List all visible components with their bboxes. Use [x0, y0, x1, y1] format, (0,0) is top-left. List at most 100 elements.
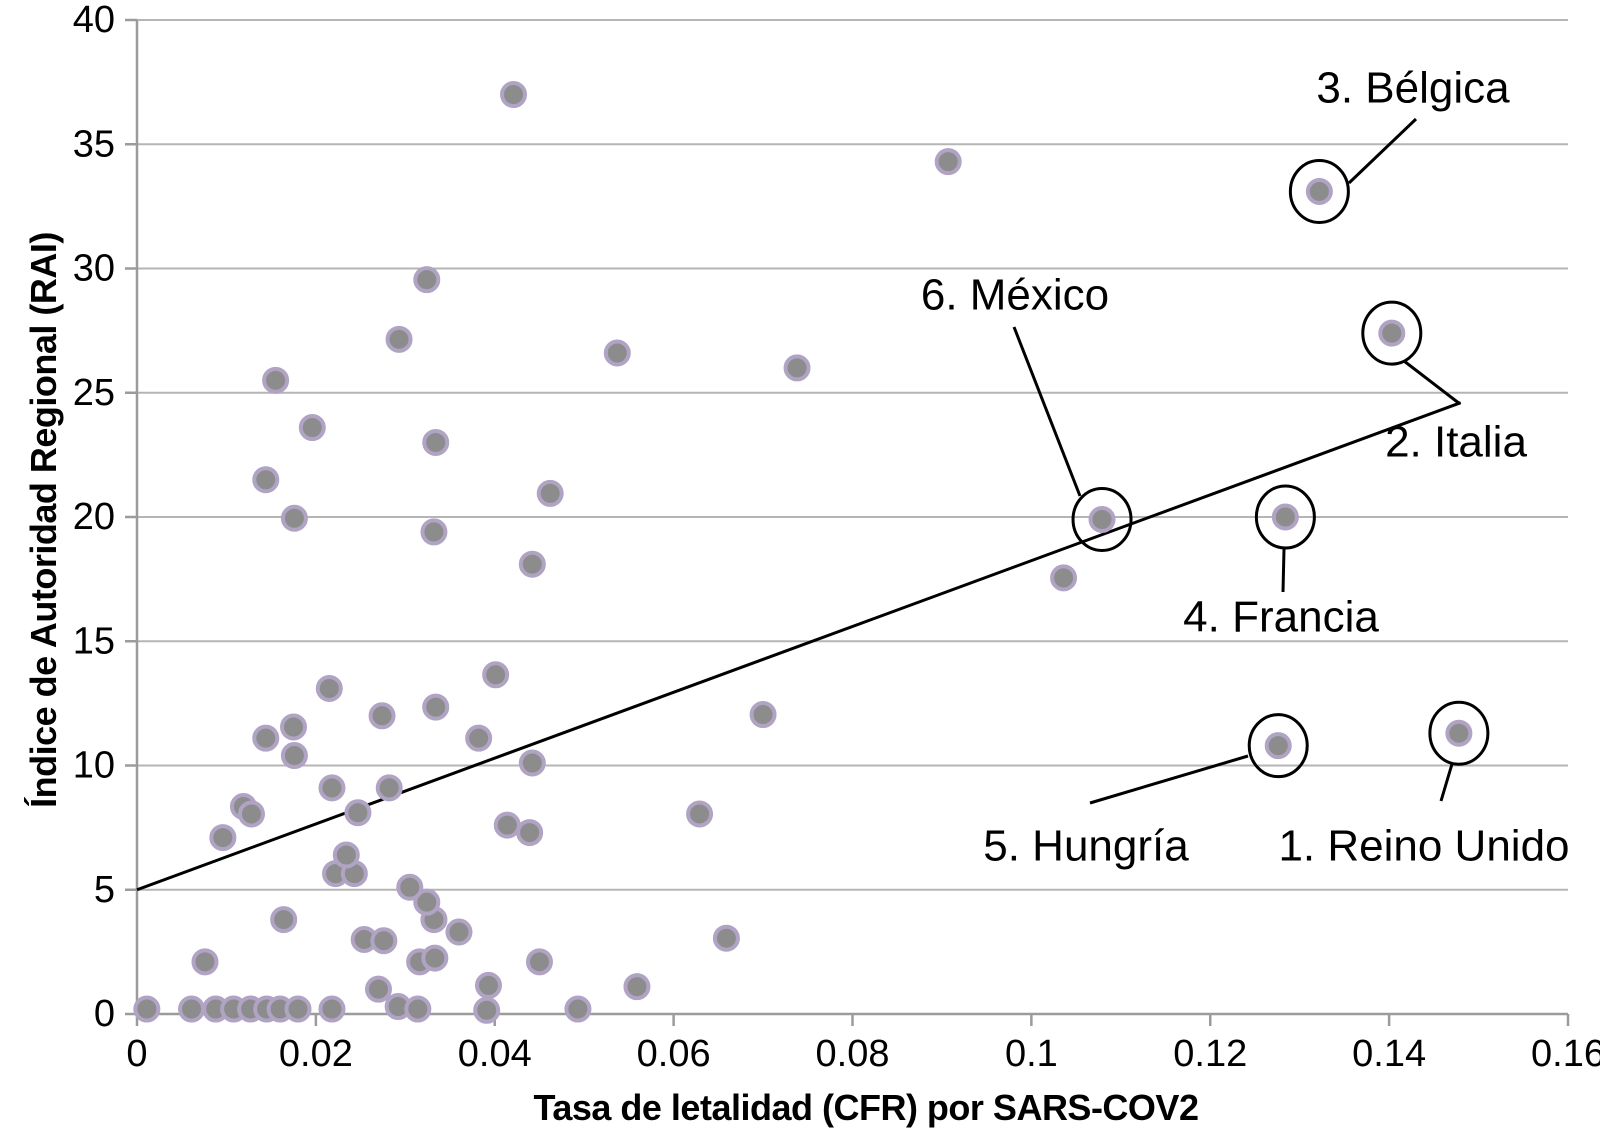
data-point-63 — [934, 148, 962, 176]
callout-label-belgica: 3. Bélgica — [1316, 64, 1510, 113]
data-point-33 — [516, 819, 544, 847]
data-point-11 — [473, 996, 501, 1024]
y-tick-label-5: 5 — [94, 869, 115, 911]
data-point-0 — [133, 995, 161, 1023]
x-axis-title: Tasa de letalidad (CFR) por SARS-COV2 — [533, 1087, 1199, 1128]
x-tick-label-0: 0 — [126, 1033, 147, 1075]
data-point-61 — [385, 325, 413, 353]
x-tick-label-0.08: 0.08 — [816, 1033, 890, 1075]
data-point-18 — [421, 944, 449, 972]
callout-label-reino-unido: 1. Reino Unido — [1278, 822, 1569, 871]
data-point-19 — [525, 948, 553, 976]
y-tick-label-40: 40 — [73, 0, 115, 41]
data-point-39 — [375, 774, 403, 802]
y-axis-title: Índice de Autoridad Regional (RAI) — [23, 232, 64, 808]
data-point-45 — [368, 702, 396, 730]
data-point-13 — [364, 975, 392, 1003]
y-tick-label-10: 10 — [73, 745, 115, 787]
data-point-55 — [252, 466, 280, 494]
data-point-mexico — [1088, 505, 1116, 533]
data-point-22 — [270, 906, 298, 934]
y-tick-label-25: 25 — [73, 372, 115, 414]
annotations: 1. Reino Unido 2. Italia 3. Bélgica 4. Fran… — [921, 64, 1570, 871]
data-point-40 — [280, 742, 308, 770]
x-tick-label-0.06: 0.06 — [637, 1033, 711, 1075]
x-tick-label-0.04: 0.04 — [458, 1033, 532, 1075]
callout-label-italia: 2. Italia — [1385, 418, 1527, 467]
data-point-7 — [284, 995, 312, 1023]
data-point-50 — [1050, 564, 1078, 592]
leader-line-reino-unido — [1439, 763, 1454, 802]
data-point-46 — [422, 693, 450, 721]
callout-label-francia: 4. Francia — [1183, 593, 1379, 642]
highlight-circle-italia — [1361, 300, 1423, 366]
trend-line — [136, 401, 1462, 892]
x-tick-label-0.14: 0.14 — [1352, 1033, 1426, 1075]
y-tick-label-15: 15 — [73, 620, 115, 662]
y-tick-label-0: 0 — [94, 993, 115, 1035]
highlight-circle-mexico — [1071, 486, 1133, 552]
data-point-reino-unido — [1445, 719, 1473, 747]
highlight-circle-belgica — [1288, 158, 1350, 224]
x-tick-label-0.1: 0.1 — [1005, 1033, 1058, 1075]
callout-label-hungria: 5. Hungría — [983, 822, 1189, 871]
y-tick-label-35: 35 — [73, 123, 115, 165]
data-point-31 — [209, 824, 237, 852]
data-point-26 — [413, 888, 441, 916]
y-tick-label-20: 20 — [73, 496, 115, 538]
data-point-12 — [564, 995, 592, 1023]
data-point-10 — [404, 995, 432, 1023]
data-point-32 — [493, 811, 521, 839]
highlight-circle-hungria — [1247, 713, 1309, 779]
data-point-49 — [482, 661, 510, 689]
data-point-54 — [536, 479, 564, 507]
axes: 0 5 10 15 20 25 30 35 40 0 0.02 0.04 0.06 0.08 0.1 0.12… — [73, 0, 1600, 1075]
data-point-27 — [396, 873, 424, 901]
data-point-57 — [422, 428, 450, 456]
data-point-16 — [191, 948, 219, 976]
data-point-60 — [783, 354, 811, 382]
data-point-36 — [344, 799, 372, 827]
highlight-circle-reino-unido — [1428, 700, 1490, 766]
leader-line-italia — [1403, 359, 1461, 406]
x-tick-label-0.16: 0.16 — [1531, 1033, 1600, 1075]
data-points — [133, 81, 1078, 1024]
data-point-15 — [623, 973, 651, 1001]
data-point-hungria — [1264, 732, 1292, 760]
x-tick-label-0.02: 0.02 — [279, 1033, 353, 1075]
data-point-48 — [315, 674, 343, 702]
data-point-italia — [1378, 319, 1406, 347]
data-point-56 — [298, 414, 326, 442]
data-point-30 — [332, 841, 360, 869]
leader-line-francia — [1281, 548, 1286, 593]
data-point-1 — [178, 995, 206, 1023]
data-point-37 — [686, 800, 714, 828]
data-point-53 — [420, 518, 448, 546]
data-point-21 — [370, 927, 398, 955]
leader-line-hungria — [1089, 754, 1249, 805]
x-tick-label-0.12: 0.12 — [1173, 1033, 1247, 1075]
callout-label-mexico: 6. México — [921, 271, 1109, 320]
leader-line-belgica — [1347, 117, 1418, 185]
data-point-47 — [749, 701, 777, 729]
data-point-25 — [712, 924, 740, 952]
data-point-belgica — [1305, 177, 1333, 205]
data-point-43 — [280, 713, 308, 741]
data-point-44 — [465, 724, 493, 752]
data-point-52 — [280, 504, 308, 532]
leader-line-mexico — [1012, 326, 1082, 497]
gridlines — [137, 19, 1568, 891]
data-point-51 — [518, 550, 546, 578]
data-point-francia — [1271, 503, 1299, 531]
data-point-42 — [252, 724, 280, 752]
data-point-24 — [445, 918, 473, 946]
data-point-64 — [500, 81, 528, 109]
data-point-62 — [413, 266, 441, 294]
data-point-14 — [474, 971, 502, 999]
data-point-35 — [237, 800, 265, 828]
data-point-38 — [318, 774, 346, 802]
highlight-circle-francia — [1254, 484, 1316, 550]
data-point-59 — [603, 339, 631, 367]
